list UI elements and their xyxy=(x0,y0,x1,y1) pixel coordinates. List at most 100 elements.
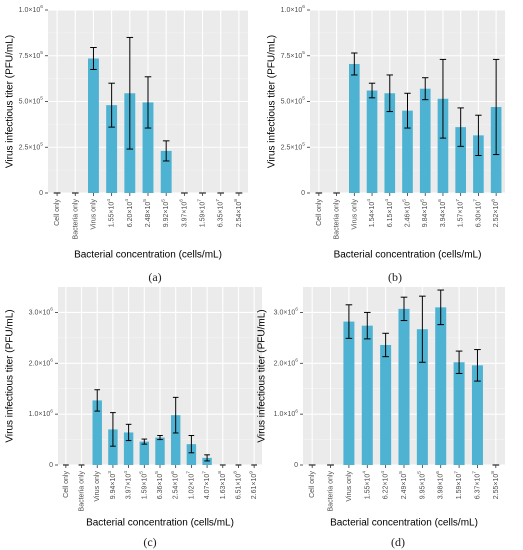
y-tick-label: 1.0×106 xyxy=(29,409,54,418)
x-tick-label: 2.52×108 xyxy=(491,199,500,228)
x-tick-label: 1.55×104 xyxy=(362,471,371,500)
bar xyxy=(88,58,99,194)
y-tick-label: 2.5×105 xyxy=(19,142,44,151)
bar xyxy=(473,135,484,193)
x-tick-label: 9.92×105 xyxy=(161,199,170,228)
y-tick-label: 5.0×105 xyxy=(281,96,306,105)
y-tick-label: 1.0×106 xyxy=(281,4,306,13)
y-axis-title: Virus infectious titer (PFU/mL) xyxy=(267,35,278,168)
x-tick-label: 2.55×108 xyxy=(490,471,499,500)
y-tick-label: 1.0×106 xyxy=(274,409,299,418)
x-tick-label: Virus only xyxy=(90,199,97,230)
y-tick-label: 7.5×105 xyxy=(19,50,44,59)
x-tick-label: 2.49×105 xyxy=(398,471,407,500)
bar xyxy=(343,321,355,465)
x-tick-label: 1.59×105 xyxy=(139,471,148,500)
bar xyxy=(455,127,466,193)
x-tick-label: 6.35×107 xyxy=(215,199,224,228)
x-tick-label: 9.84×105 xyxy=(420,199,429,228)
bar xyxy=(108,429,118,465)
x-tick-label: Cell only xyxy=(54,199,61,226)
x-axis-title: Bacterial concentration (cells/mL) xyxy=(74,250,222,261)
x-tick-label: 6.15×104 xyxy=(384,199,393,228)
x-tick-label: 1.54×104 xyxy=(367,199,376,228)
x-axis-title: Bacterial concentration (cells/mL) xyxy=(334,250,482,261)
x-tick-label: 1.55×104 xyxy=(106,199,115,228)
x-tick-label: Bacteria only xyxy=(333,199,340,240)
bar xyxy=(471,365,483,465)
bar xyxy=(380,344,392,465)
x-tick-label: Virus only xyxy=(351,199,358,230)
bar xyxy=(384,93,396,193)
x-tick-label: 3.98×106 xyxy=(435,471,444,500)
x-tick-label: 2.48×105 xyxy=(142,199,151,228)
y-tick-label: 0 xyxy=(49,462,53,469)
x-tick-label: Virus only xyxy=(94,471,101,502)
y-tick-label: 0 xyxy=(294,462,298,469)
x-tick-label: 4.07×107 xyxy=(202,471,211,500)
y-tick-label: 5.0×105 xyxy=(19,96,44,105)
y-axis-title: Virus infectious titer (PFU/mL) xyxy=(257,309,268,442)
panel-b: 0 2.5×105 5.0×105 7.5×105 1.0×106 Cell only Ba… xyxy=(267,4,505,261)
panel-a: 0 2.5×105 5.0×105 7.5×105 1.0×106 Cell only Ba… xyxy=(5,4,248,261)
x-axis-title: Bacterial concentration (cells/mL) xyxy=(330,518,478,529)
panel-a-caption: (a) xyxy=(148,270,162,284)
bar xyxy=(398,308,410,465)
x-tick-label: 2.61×109 xyxy=(249,471,258,500)
bar xyxy=(437,98,449,193)
x-tick-label: Cell only xyxy=(63,471,70,498)
x-tick-label: Bacteria only xyxy=(78,471,85,512)
x-tick-label: Bacteria only xyxy=(327,471,334,512)
x-tick-label: 6.37×107 xyxy=(472,471,481,500)
bar xyxy=(402,110,413,193)
bar xyxy=(202,457,212,465)
y-tick-label: 1.0×106 xyxy=(19,4,44,13)
x-axis-title: Bacterial concentration (cells/mL) xyxy=(86,518,234,529)
bar xyxy=(139,441,150,465)
bar xyxy=(142,102,154,193)
x-tick-label: Cell only xyxy=(309,471,316,498)
x-tick-label: 2.54×106 xyxy=(170,471,179,500)
panel-d: 0 1.0×106 2.0×106 3.0×106 Cell only Bacteria … xyxy=(257,287,505,529)
y-tick-label: 7.5×105 xyxy=(281,50,306,59)
y-tick-label: 0 xyxy=(301,190,305,197)
x-tick-label: 2.46×105 xyxy=(402,199,411,228)
y-tick-label: 2.5×105 xyxy=(281,142,306,151)
y-axis-title: Virus infectious titer (PFU/mL) xyxy=(5,35,16,168)
y-tick-label: 2.0×106 xyxy=(29,358,54,367)
x-tick-label: 1.63×108 xyxy=(217,471,226,500)
x-tick-label: 3.94×106 xyxy=(437,199,446,228)
bar xyxy=(366,90,378,193)
x-tick-label: 6.30×107 xyxy=(473,199,482,228)
x-tick-label: Cell only xyxy=(316,199,323,226)
bar xyxy=(186,444,197,465)
panel-d-caption: (d) xyxy=(391,535,405,549)
x-tick-label: 3.97×104 xyxy=(123,471,132,500)
bar xyxy=(123,432,134,465)
x-tick-label: 9.95×105 xyxy=(417,471,426,500)
x-tick-label: 1.02×107 xyxy=(186,471,195,500)
y-tick-label: 2.0×106 xyxy=(274,358,299,367)
x-tick-label: Bacteria only xyxy=(72,199,79,240)
bar xyxy=(361,325,373,465)
x-tick-label: 1.57×107 xyxy=(455,199,464,228)
y-tick-label: 3.0×106 xyxy=(29,307,54,316)
y-tick-label: 0 xyxy=(39,190,43,197)
bar xyxy=(349,63,360,193)
y-axis-title: Virus infectious titer (PFU/mL) xyxy=(5,309,16,442)
x-tick-label: 6.20×104 xyxy=(124,199,133,228)
panel-c: 0 1.0×106 2.0×106 3.0×106 Cell only Bacteria … xyxy=(5,287,262,529)
bar xyxy=(419,88,431,193)
x-tick-label: 6.51×108 xyxy=(233,471,242,500)
bar xyxy=(170,415,181,465)
bar xyxy=(416,329,428,465)
x-tick-label: 2.54×108 xyxy=(233,199,242,228)
bar xyxy=(92,400,102,465)
x-tick-label: 9.94×103 xyxy=(107,471,116,500)
bar xyxy=(453,362,465,465)
bar xyxy=(155,437,165,465)
x-tick-label: 1.59×107 xyxy=(197,199,206,228)
x-tick-label: 6.22×104 xyxy=(380,471,389,500)
x-tick-label: 1.59×107 xyxy=(454,471,463,500)
